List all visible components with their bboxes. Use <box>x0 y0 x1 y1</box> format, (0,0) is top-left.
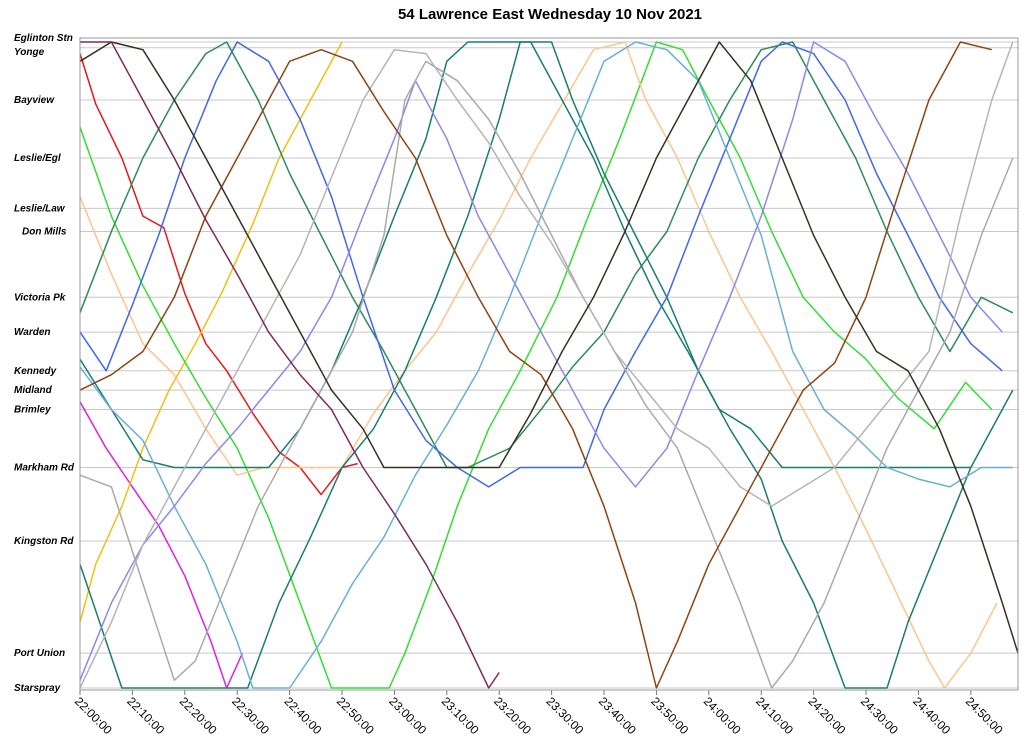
stop-label: Victoria Pk <box>14 292 66 303</box>
bus-trip-line <box>79 60 1014 689</box>
x-tick-label: 22:30:00 <box>229 694 272 737</box>
stop-labels: Eglinton Stn Yonge Bayview Leslie/Egl Leslie… <box>14 33 75 694</box>
stop-label: Leslie/Law <box>14 203 66 214</box>
bus-trip-line <box>79 41 1019 654</box>
bus-trip-line <box>79 41 1014 689</box>
bus-trip-line <box>79 41 998 689</box>
bus-trip-line <box>79 41 993 689</box>
stop-label: Yonge <box>14 47 45 58</box>
x-tick-label: 22:10:00 <box>124 694 167 737</box>
x-tick-label: 22:20:00 <box>177 694 220 737</box>
bus-trip-line <box>79 401 244 689</box>
x-tick-label: 22:50:00 <box>334 694 377 737</box>
x-tick-label: 22:40:00 <box>281 694 324 737</box>
stop-label: Starspray <box>14 683 61 694</box>
x-tick-label: 23:40:00 <box>596 694 639 737</box>
x-tick-label: 24:10:00 <box>753 694 796 737</box>
bus-trip-line <box>79 53 358 496</box>
bus-trip-line <box>79 41 1003 488</box>
bus-trip-line <box>79 41 1014 689</box>
x-tick-label: 23:20:00 <box>491 694 534 737</box>
stop-label: Eglinton Stn <box>14 33 73 44</box>
series-lines <box>79 41 1019 689</box>
stop-label: Brimley <box>14 404 51 415</box>
stop-label: Kennedy <box>14 366 57 377</box>
bus-trip-line <box>80 41 500 689</box>
x-tick-label: 23:00:00 <box>386 694 429 737</box>
chart-title: 54 Lawrence East Wednesday 10 Nov 2021 <box>397 6 703 23</box>
x-tick-label: 24:30:00 <box>858 694 901 737</box>
stop-label: Port Union <box>14 648 65 659</box>
plot-frame <box>79 37 1019 691</box>
stop-label: Leslie/Egl <box>14 153 61 164</box>
x-tick-label: 22:00:00 <box>72 694 115 737</box>
x-tick-label: 24:50:00 <box>963 694 1006 737</box>
stop-label: Midland <box>14 385 53 396</box>
plot-background <box>80 38 1018 690</box>
x-tick-label: 24:40:00 <box>910 694 953 737</box>
x-tick-labels: 22:00:00 22:10:00 22:20:00 22:30:00 22:40:00… <box>72 694 1006 737</box>
bus-trip-line <box>79 41 971 469</box>
bus-trip-line <box>79 41 1003 681</box>
stop-label: Don Mills <box>22 227 67 238</box>
x-tick-label: 24:00:00 <box>701 694 744 737</box>
bus-trip-line <box>79 41 343 623</box>
bus-trip-line <box>79 41 1014 469</box>
stop-label: Markham Rd <box>14 463 75 474</box>
stop-label: Bayview <box>14 95 55 106</box>
stop-label: Warden <box>14 327 51 338</box>
stop-label: Kingston Rd <box>14 536 74 547</box>
x-tick-label: 23:50:00 <box>648 694 691 737</box>
bus-trip-line <box>79 41 992 689</box>
x-tick-label: 23:10:00 <box>439 694 482 737</box>
x-tick-label: 24:20:00 <box>806 694 849 737</box>
x-tick-label: 23:30:00 <box>543 694 586 737</box>
